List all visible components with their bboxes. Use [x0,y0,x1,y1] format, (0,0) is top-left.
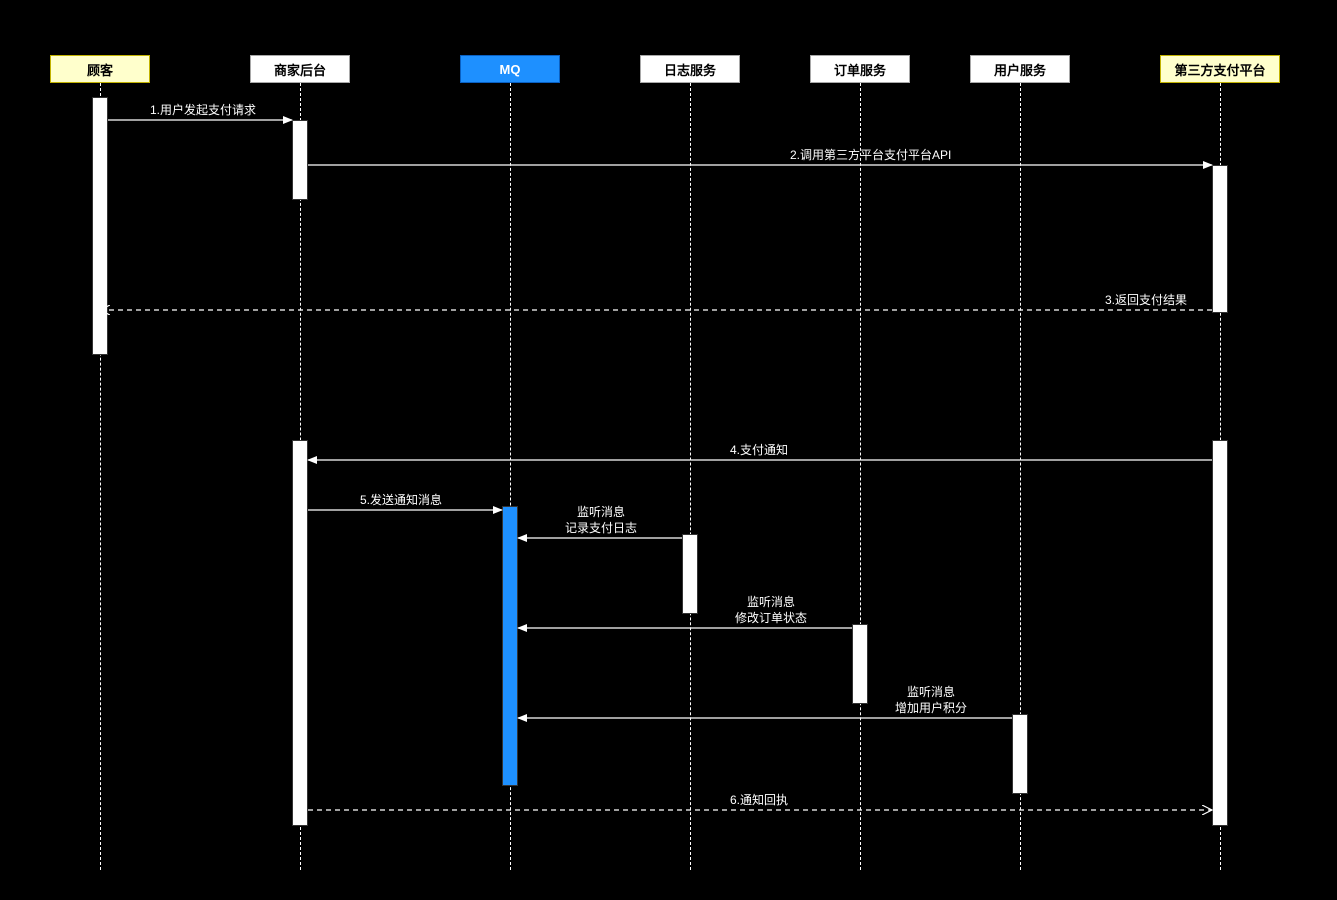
activation-user [1012,714,1028,794]
participant-user: 用户服务 [970,55,1070,83]
participant-customer: 顾客 [50,55,150,83]
msg-label-7: 监听消息 修改订单状态 [735,595,807,626]
msg-label-3: 3.返回支付结果 [1105,293,1187,309]
activation-pay3rd-2 [1212,440,1228,826]
activation-backend-1 [292,120,308,200]
msg-label-4: 4.支付通知 [730,443,788,459]
sequence-diagram-canvas: 顾客 商家后台 MQ 日志服务 订单服务 用户服务 第三方支付平台 1.用户发起… [0,0,1337,900]
msg-label-6: 监听消息 记录支付日志 [565,505,637,536]
msg-label-5: 5.发送通知消息 [360,493,442,509]
activation-log [682,534,698,614]
activation-customer [92,97,108,355]
lifeline-order [860,83,861,870]
msg-label-1: 1.用户发起支付请求 [150,103,256,119]
msg-label-2: 2.调用第三方平台支付平台API [790,148,951,164]
msg-label-8: 监听消息 增加用户积分 [895,685,967,716]
activation-pay3rd-1 [1212,165,1228,313]
participant-pay3rd: 第三方支付平台 [1160,55,1280,83]
participant-mq: MQ [460,55,560,83]
participant-log: 日志服务 [640,55,740,83]
activation-backend-2 [292,440,308,826]
activation-mq [502,506,518,786]
activation-order [852,624,868,704]
arrow-layer [0,0,1337,900]
participant-order: 订单服务 [810,55,910,83]
msg-label-9: 6.通知回执 [730,793,788,809]
participant-backend: 商家后台 [250,55,350,83]
lifeline-log [690,83,691,870]
